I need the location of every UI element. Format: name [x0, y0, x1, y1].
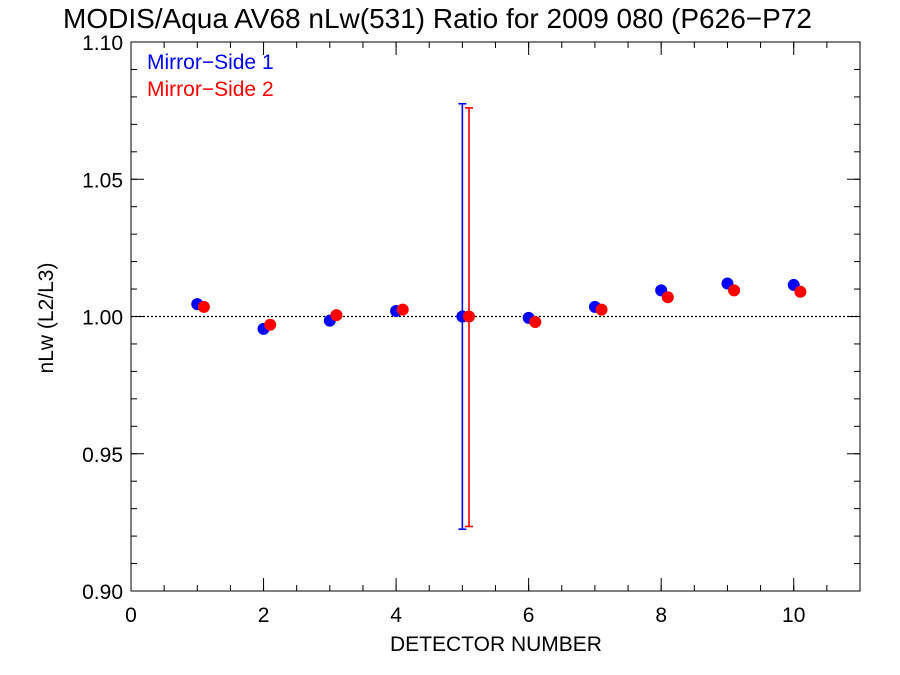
data-point-series-2 [330, 309, 343, 322]
y-tick-label: 0.95 [82, 444, 123, 467]
data-point-series-2 [197, 300, 210, 313]
y-axis-label: nLw (L2/L3) [35, 263, 58, 374]
data-marks [191, 102, 807, 531]
x-tick-label: 6 [523, 604, 535, 627]
legend-entry-mirror-side-1: Mirror−Side 1 [147, 51, 274, 74]
data-point-series-2 [595, 303, 608, 316]
legend: Mirror−Side 1 Mirror−Side 2 [147, 51, 274, 101]
legend-entry-mirror-side-2: Mirror−Side 2 [147, 78, 274, 101]
data-point-series-2 [794, 285, 807, 298]
data-point-series-2 [728, 284, 741, 297]
x-tick-label: 8 [655, 604, 667, 627]
data-point-series-2 [529, 315, 542, 328]
x-tick-label: 4 [390, 604, 402, 627]
data-point-series-2 [264, 318, 277, 331]
axes: 0 2 4 6 8 10 0.90 0.95 1.00 1.05 1.10 [82, 32, 861, 627]
x-tick-label: 10 [782, 604, 805, 627]
y-tick-label: 1.10 [82, 32, 123, 55]
x-tick-label: 2 [258, 604, 270, 627]
y-tick-label: 1.00 [82, 307, 123, 330]
data-point-series-2 [396, 303, 409, 316]
data-point-series-2 [661, 291, 674, 304]
data-point-series-2 [462, 310, 475, 323]
chart-title: MODIS/Aqua AV68 nLw(531) Ratio for 2009 … [63, 3, 812, 34]
x-tick-label: 0 [125, 604, 137, 627]
x-axis-label: DETECTOR NUMBER [390, 633, 602, 656]
y-tick-label: 0.90 [82, 581, 123, 604]
y-tick-label: 1.05 [82, 169, 123, 192]
